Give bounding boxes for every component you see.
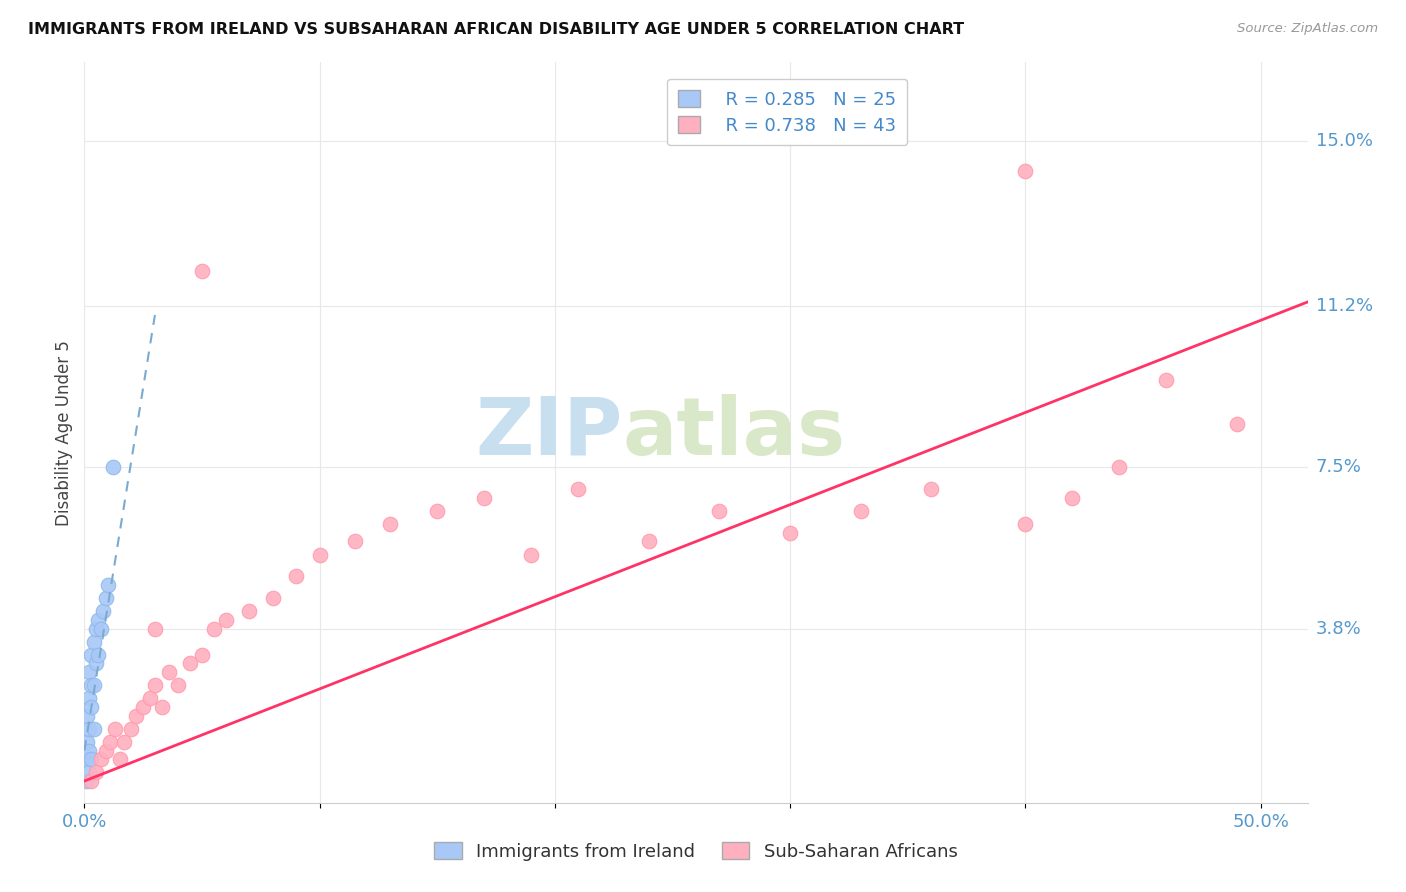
Point <box>84 765 107 780</box>
Point <box>84 622 107 636</box>
Point <box>262 591 284 606</box>
Point <box>157 665 180 680</box>
Point <box>83 634 105 648</box>
Point <box>343 534 366 549</box>
Point <box>87 648 110 662</box>
Point <box>94 743 117 757</box>
Point <box>179 657 201 671</box>
Point <box>1156 373 1178 387</box>
Point <box>143 678 166 692</box>
Y-axis label: Disability Age Under 5: Disability Age Under 5 <box>55 340 73 525</box>
Point <box>104 722 127 736</box>
Text: IMMIGRANTS FROM IRELAND VS SUBSAHARAN AFRICAN DISABILITY AGE UNDER 5 CORRELATION: IMMIGRANTS FROM IRELAND VS SUBSAHARAN AF… <box>28 22 965 37</box>
Point <box>709 504 731 518</box>
Point <box>191 264 214 278</box>
Point <box>76 774 98 789</box>
Text: 15.0%: 15.0% <box>1316 132 1372 150</box>
Point <box>83 678 105 692</box>
Point <box>83 722 105 736</box>
Point <box>125 708 148 723</box>
Point <box>98 735 121 749</box>
Point <box>1014 517 1036 532</box>
Text: 11.2%: 11.2% <box>1316 297 1374 316</box>
Point <box>84 657 107 671</box>
Point <box>779 525 801 540</box>
Point <box>80 700 103 714</box>
Point <box>80 678 103 692</box>
Point <box>472 491 495 505</box>
Point <box>191 648 214 662</box>
Point <box>143 622 166 636</box>
Point <box>202 622 225 636</box>
Point <box>1226 417 1249 431</box>
Point <box>120 722 142 736</box>
Point <box>426 504 449 518</box>
Point <box>90 752 112 766</box>
Point <box>108 752 131 766</box>
Point <box>76 708 98 723</box>
Text: Source: ZipAtlas.com: Source: ZipAtlas.com <box>1237 22 1378 36</box>
Text: 3.8%: 3.8% <box>1316 620 1361 638</box>
Text: atlas: atlas <box>623 393 845 472</box>
Point <box>77 665 100 680</box>
Point <box>80 774 103 789</box>
Point <box>150 700 173 714</box>
Point <box>920 482 942 496</box>
Point <box>132 700 155 714</box>
Text: 7.5%: 7.5% <box>1316 458 1362 476</box>
Point <box>94 591 117 606</box>
Point <box>285 569 308 583</box>
Point <box>80 752 103 766</box>
Text: ZIP: ZIP <box>475 393 623 472</box>
Point <box>77 743 100 757</box>
Point <box>1108 460 1130 475</box>
Point <box>1014 164 1036 178</box>
Point <box>849 504 872 518</box>
Point <box>638 534 661 549</box>
Point <box>214 613 236 627</box>
Point <box>77 691 100 706</box>
Point <box>112 735 135 749</box>
Point <box>139 691 162 706</box>
Point <box>80 648 103 662</box>
Point <box>567 482 589 496</box>
Point <box>97 578 120 592</box>
Point <box>1062 491 1084 505</box>
Point <box>76 735 98 749</box>
Point <box>101 460 124 475</box>
Point <box>90 622 112 636</box>
Point <box>167 678 190 692</box>
Point <box>77 765 100 780</box>
Legend: Immigrants from Ireland, Sub-Saharan Africans: Immigrants from Ireland, Sub-Saharan Afr… <box>427 835 965 868</box>
Point <box>77 722 100 736</box>
Point <box>76 752 98 766</box>
Point <box>238 604 260 618</box>
Point <box>380 517 402 532</box>
Point <box>91 604 114 618</box>
Point <box>87 613 110 627</box>
Point <box>520 548 543 562</box>
Point <box>308 548 330 562</box>
